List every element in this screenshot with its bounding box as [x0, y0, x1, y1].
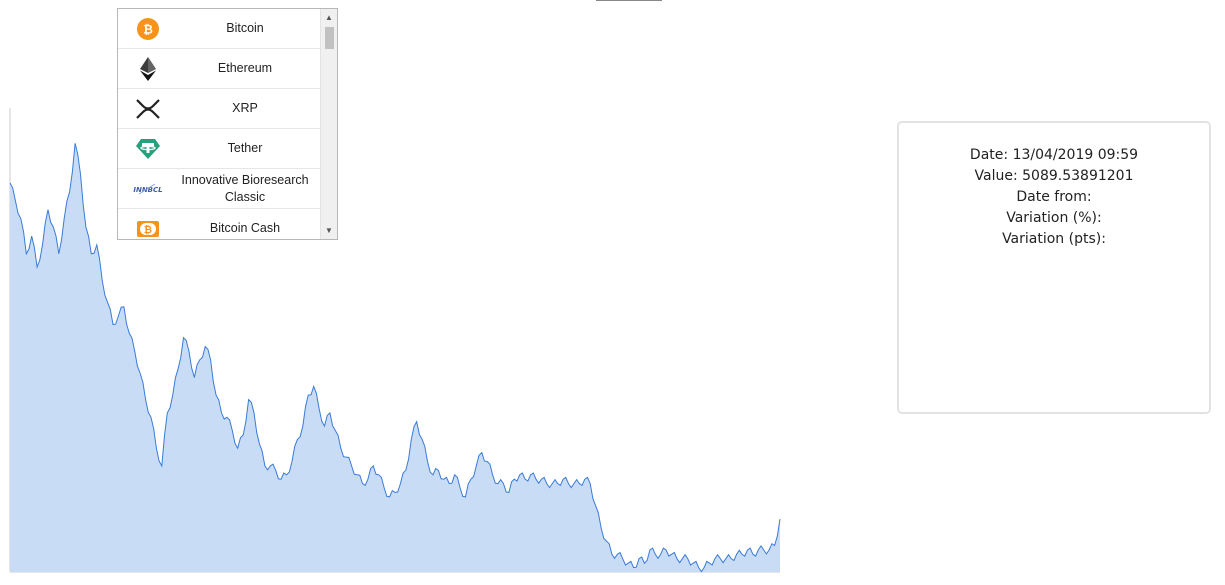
coin-item-innbcl[interactable]: INNBCL Innovative Bioresearch Classic: [118, 169, 320, 209]
xrp-icon: [126, 89, 170, 129]
coin-name: Bitcoin: [226, 21, 264, 35]
coin-item-ethereum[interactable]: Ethereum: [118, 49, 320, 89]
tether-icon: [126, 129, 170, 169]
svg-text:₿: ₿: [143, 22, 153, 36]
coin-item-tether[interactable]: Tether: [118, 129, 320, 169]
date-label: Date:: [969, 147, 1009, 163]
innbcl-logo-text: INNBCL: [133, 186, 162, 194]
price-area-fill: [10, 143, 780, 573]
price-chart[interactable]: [0, 100, 790, 580]
scroll-thumb[interactable]: [325, 27, 334, 49]
price-chart-svg[interactable]: [0, 100, 790, 580]
coin-item-xrp[interactable]: XRP: [118, 89, 320, 129]
coin-name: Ethereum: [217, 61, 273, 75]
top-divider-line: [596, 0, 662, 1]
variation-pts-label: Variation (pts):: [1002, 231, 1106, 247]
variation-pct-label: Variation (%):: [1006, 210, 1102, 226]
innbcl-icon: INNBCL: [126, 169, 170, 209]
coin-name: Innovative Bioresearch Classic: [181, 172, 309, 204]
list-scrollbar[interactable]: ▲ ▼: [320, 9, 337, 239]
ethereum-icon: [126, 49, 170, 89]
bitcoin-icon: ₿: [126, 9, 170, 49]
coin-name: Tether: [227, 141, 263, 155]
date-value: 13/04/2019 09:59: [1012, 147, 1139, 163]
scroll-up-arrow-icon[interactable]: ▲: [325, 13, 333, 22]
coin-name: Bitcoin Cash: [209, 221, 281, 235]
coin-item-bitcoin-cash[interactable]: ₿ Bitcoin Cash: [118, 209, 320, 240]
value-value: 5089.53891201: [1022, 168, 1134, 184]
svg-text:₿: ₿: [144, 224, 152, 236]
date-line: Date: 13/04/2019 09:59: [899, 145, 1209, 166]
date-from-label: Date from:: [1016, 189, 1092, 205]
price-series-line: [9, 143, 781, 573]
coin-selector-list[interactable]: ₿ Bitcoin Ethereum XRP Tether INNBCL: [117, 8, 338, 240]
bitcoin-cash-icon: ₿: [126, 209, 170, 240]
coin-item-bitcoin[interactable]: ₿ Bitcoin: [118, 9, 320, 49]
info-panel: Date: 13/04/2019 09:59 Value: 5089.53891…: [897, 121, 1211, 414]
coin-name: XRP: [232, 101, 258, 115]
value-label: Value:: [974, 168, 1018, 184]
scroll-down-arrow-icon[interactable]: ▼: [325, 226, 333, 235]
coin-items: ₿ Bitcoin Ethereum XRP Tether INNBCL: [118, 9, 320, 240]
value-line: Value: 5089.53891201: [899, 166, 1209, 187]
